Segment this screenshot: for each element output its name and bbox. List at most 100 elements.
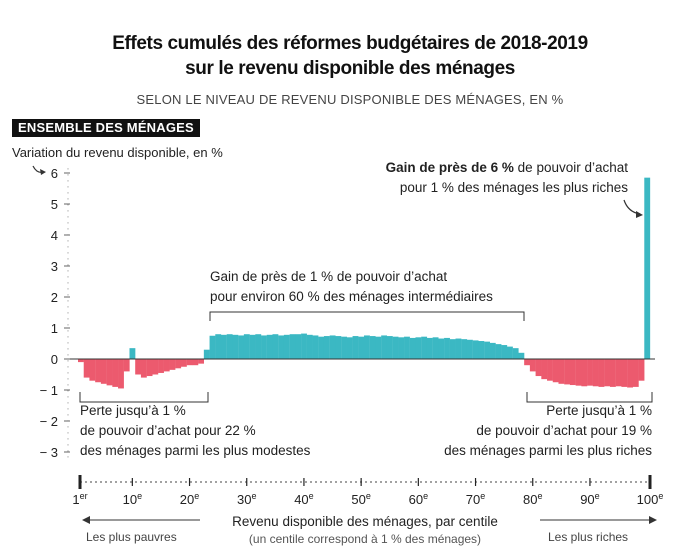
x-tick-label: 1er xyxy=(72,491,87,507)
x-tick-label: 10e xyxy=(123,491,142,507)
bar-centile-64 xyxy=(438,339,444,359)
bar-centile-80 xyxy=(530,359,536,371)
bar-centile-7 xyxy=(112,359,118,387)
x-tick-label: 50e xyxy=(351,491,370,507)
bar-centile-98 xyxy=(633,359,639,387)
bar-centile-8 xyxy=(118,359,124,388)
bar-centile-9 xyxy=(124,359,130,371)
bar-centile-4 xyxy=(95,359,101,382)
bar-centile-19 xyxy=(181,359,187,367)
bar-centile-28 xyxy=(232,335,238,359)
bar-centile-41 xyxy=(307,335,313,359)
bar-centile-60 xyxy=(415,337,421,359)
richest-label: Les plus riches xyxy=(548,530,628,544)
bar-centile-37 xyxy=(284,335,290,359)
bar-centile-89 xyxy=(581,359,587,386)
annotation-left-line3: des ménages parmi les plus modestes xyxy=(80,443,311,458)
bar-centile-40 xyxy=(301,334,307,359)
y-tick-label: − 2 xyxy=(40,414,58,429)
x-tick-label: 100e xyxy=(637,491,664,507)
y-tick-label: 6 xyxy=(51,166,58,181)
bar-centile-79 xyxy=(524,359,530,365)
annotation-left-line1: Perte jusqu’à 1 % xyxy=(80,403,186,418)
x-tick-label: 70e xyxy=(466,491,485,507)
bar-centile-86 xyxy=(564,359,570,384)
bar-centile-85 xyxy=(558,359,564,384)
bar-centile-23 xyxy=(204,350,210,359)
ylabel-arrowhead-icon xyxy=(40,169,46,175)
arrow-left-icon xyxy=(82,516,90,524)
annotation-left-bracket xyxy=(80,392,208,402)
bar-centile-71 xyxy=(478,341,484,359)
bar-centile-88 xyxy=(576,359,582,386)
x-axis-label: Revenu disponible des ménages, par centi… xyxy=(232,514,498,529)
bar-centile-57 xyxy=(398,337,404,359)
bar-centile-65 xyxy=(444,338,450,359)
bar-centile-12 xyxy=(141,359,147,378)
bar-centile-26 xyxy=(221,335,227,359)
bar-centile-51 xyxy=(364,335,370,359)
bar-centile-13 xyxy=(147,359,153,376)
bar-centile-22 xyxy=(198,359,204,364)
bar-centile-99 xyxy=(639,359,645,381)
arrow-right-icon xyxy=(649,516,657,524)
x-axis-note: (un centile correspond à 1 % des ménages… xyxy=(249,532,481,546)
bar-centile-33 xyxy=(261,335,267,359)
bar-centile-17 xyxy=(170,359,176,370)
bar-centile-83 xyxy=(547,359,553,381)
bar-centile-66 xyxy=(450,339,456,359)
bar-centile-76 xyxy=(507,347,513,359)
bar-centile-18 xyxy=(175,359,181,368)
bar-centile-42 xyxy=(313,335,319,359)
bar-centile-82 xyxy=(541,359,547,379)
annotation-right-line3: des ménages parmi les plus riches xyxy=(444,443,652,458)
bar-centile-32 xyxy=(255,334,261,359)
annotation-top-line1: Gain de près de 6 % de pouvoir d’achat xyxy=(386,160,629,175)
bar-centile-48 xyxy=(347,337,353,359)
bar-centile-84 xyxy=(553,359,559,382)
y-tick-label: 0 xyxy=(51,352,58,367)
poorest-label: Les plus pauvres xyxy=(86,530,177,544)
bar-centile-73 xyxy=(490,343,496,359)
y-tick-label: 1 xyxy=(51,321,58,336)
bar-centile-100 xyxy=(644,178,650,359)
bar-centile-50 xyxy=(358,337,364,359)
annotation-right-line1: Perte jusqu’à 1 % xyxy=(546,403,652,418)
y-tick-label: 2 xyxy=(51,290,58,305)
bar-centile-25 xyxy=(215,334,221,359)
annotation-left-line2: de pouvoir d’achat pour 22 % xyxy=(80,423,256,438)
bar-centile-49 xyxy=(353,336,359,359)
bar-centile-14 xyxy=(152,359,158,375)
x-tick-label: 30e xyxy=(237,491,256,507)
bar-centile-52 xyxy=(370,336,376,359)
bar-centile-44 xyxy=(324,336,330,359)
y-tick-label: − 1 xyxy=(40,383,58,398)
bar-centile-20 xyxy=(187,359,193,365)
bar-centile-39 xyxy=(295,334,301,359)
annotation-top-line2: pour 1 % des ménages les plus riches xyxy=(400,180,628,195)
annotation-mid-bracket xyxy=(210,312,524,321)
x-tick-label: 90e xyxy=(580,491,599,507)
bar-centile-55 xyxy=(387,336,393,359)
bar-centile-15 xyxy=(158,359,164,373)
y-tick-label: 3 xyxy=(51,259,58,274)
y-tick-label: − 3 xyxy=(40,445,58,460)
bar-centile-81 xyxy=(536,359,542,376)
bar-centile-21 xyxy=(192,359,198,365)
x-axis: 1er 10e 20e 30e 40e 50e 60e 70e 80e 90e 100eRevenu… xyxy=(72,475,663,546)
x-tick-label: 80e xyxy=(523,491,542,507)
annotations: Gain de près de 6 % de pouvoir d’achat po… xyxy=(33,160,652,458)
bar-centile-74 xyxy=(496,344,502,359)
bar-centile-75 xyxy=(501,345,507,359)
bar-centile-56 xyxy=(393,337,399,359)
annotation-mid-line2: pour environ 60 % des ménages intermédia… xyxy=(210,289,493,304)
bar-centile-38 xyxy=(290,334,296,359)
x-tick-label: 40e xyxy=(294,491,313,507)
chart-canvas: 6543210− 1− 2− 3 1er 10e 20e 30e 40e 50e 60e 70… xyxy=(0,0,700,554)
bar-centile-93 xyxy=(604,359,610,386)
bar-centile-62 xyxy=(427,338,433,359)
bar-centile-72 xyxy=(484,342,490,359)
bar-centile-67 xyxy=(456,339,462,359)
bar-centile-47 xyxy=(341,337,347,359)
bar-centile-11 xyxy=(135,359,141,375)
